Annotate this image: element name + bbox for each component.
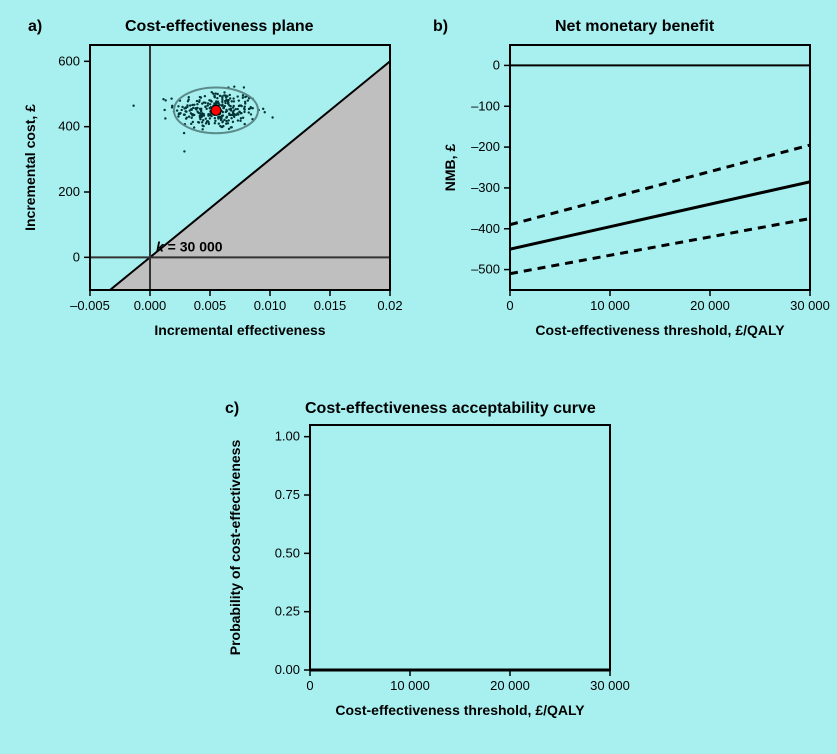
svg-text:0: 0 xyxy=(506,298,513,313)
svg-text:0.010: 0.010 xyxy=(254,298,287,313)
panel-c-label: c) xyxy=(225,400,239,418)
svg-text:0.015: 0.015 xyxy=(314,298,347,313)
svg-text:–200: –200 xyxy=(471,139,500,154)
svg-text:–400: –400 xyxy=(471,221,500,236)
svg-text:0: 0 xyxy=(73,249,80,264)
svg-text:20 000: 20 000 xyxy=(490,678,530,693)
svg-text:10 000: 10 000 xyxy=(390,678,430,693)
svg-text:k = 30 000: k = 30 000 xyxy=(156,238,223,254)
svg-text:0.75: 0.75 xyxy=(275,487,300,502)
svg-text:0.25: 0.25 xyxy=(275,604,300,619)
svg-text:Probability of cost-effectiven: Probability of cost-effectiveness xyxy=(227,440,243,656)
svg-text:Incremental effectiveness: Incremental effectiveness xyxy=(154,322,325,338)
panel-b-svg: 0 10 000 20 000 30 000 –500 –400 –300 –200 –100 0… xyxy=(430,0,830,360)
svg-text:0.02: 0.02 xyxy=(377,298,402,313)
svg-text:–100: –100 xyxy=(471,98,500,113)
svg-text:0.005: 0.005 xyxy=(194,298,227,313)
svg-text:200: 200 xyxy=(58,184,80,199)
svg-text:0.00: 0.00 xyxy=(275,662,300,677)
panel-b-label: b) xyxy=(433,18,448,36)
svg-text:0.000: 0.000 xyxy=(134,298,167,313)
panel-c-title: Cost-effectiveness acceptability curve xyxy=(305,400,596,418)
svg-text:0.50: 0.50 xyxy=(275,545,300,560)
panel-a-label: a) xyxy=(28,18,42,36)
svg-text:NMB, £: NMB, £ xyxy=(442,144,458,192)
svg-text:Cost-effectiveness threshold,: Cost-effectiveness threshold, £/QALY xyxy=(535,322,785,338)
svg-text:–300: –300 xyxy=(471,180,500,195)
svg-text:30 000: 30 000 xyxy=(790,298,830,313)
panel-c-svg: 0 10 000 20 000 30 000 0.00 0.25 0.50 0.75 1.00 C… xyxy=(210,380,640,750)
svg-text:1.00: 1.00 xyxy=(275,429,300,444)
svg-text:–0.005: –0.005 xyxy=(70,298,110,313)
svg-text:400: 400 xyxy=(58,119,80,134)
panel-a-svg: –0.005 0.000 0.005 0.010 0.015 0.02 0 200 400 600… xyxy=(10,0,410,360)
svg-text:Cost-effectiveness threshold,: Cost-effectiveness threshold, £/QALY xyxy=(335,702,585,718)
panel-a-title: Cost-effectiveness plane xyxy=(125,18,314,36)
svg-text:600: 600 xyxy=(58,53,80,68)
svg-text:30 000: 30 000 xyxy=(590,678,630,693)
svg-text:10 000: 10 000 xyxy=(590,298,630,313)
svg-text:–500: –500 xyxy=(471,262,500,277)
svg-text:0: 0 xyxy=(493,57,500,72)
panel-b-title: Net monetary benefit xyxy=(555,18,714,36)
figure-container: –0.0050.0000.0050.0100.0150.020200400600… xyxy=(0,0,837,754)
svg-text:20 000: 20 000 xyxy=(690,298,730,313)
svg-text:0: 0 xyxy=(306,678,313,693)
svg-text:Incremental cost, £: Incremental cost, £ xyxy=(22,104,38,231)
